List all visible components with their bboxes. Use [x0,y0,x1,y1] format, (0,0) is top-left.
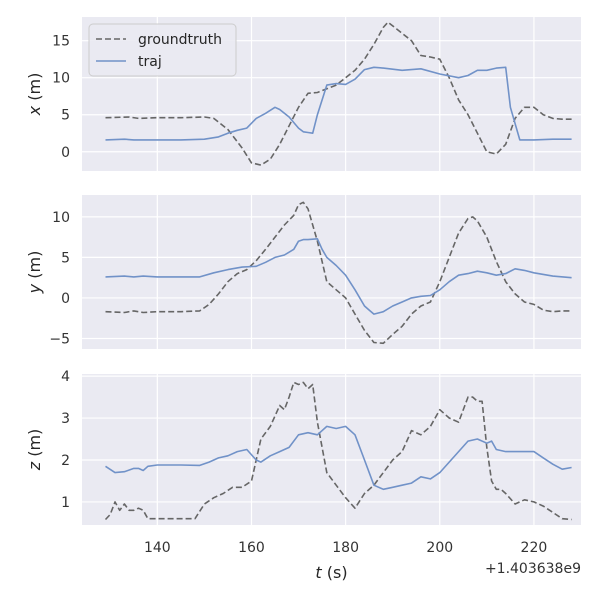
legend: groundtruth traj [88,23,237,77]
y-tick-label: −5 [49,331,70,347]
y-tick-label: 2 [61,453,70,469]
y-tick-label: 3 [61,411,70,427]
y-tick-label: 0 [61,145,70,161]
x-axis-label: t (s) [315,563,347,582]
y-tick-label: 0 [61,291,70,307]
x-tick-label: 160 [238,540,265,556]
x-offset-label: +1.403638e9 [485,561,581,577]
y-tick-label: 1 [61,495,70,511]
x-tick-label: 220 [521,540,548,556]
panel-y: −5 0 5 10 [49,195,581,349]
series-line-groundtruth [104,381,572,521]
panel-x: 0 5 10 15 [52,17,581,171]
panel-z: 1 2 3 4 [61,369,581,525]
y-tick-label: 10 [52,210,70,226]
legend-label-traj: traj [138,54,162,70]
x-tick-label: 140 [144,540,171,556]
y-tick-label: 5 [61,108,70,124]
y-axis-label: y (m) [25,251,44,295]
x-tick-label: 200 [426,540,453,556]
y-tick-label: 5 [61,250,70,266]
series-line-traj [105,425,572,491]
y-tick-label: 4 [61,369,70,385]
y-tick-label: 15 [52,34,70,50]
legend-box [88,23,237,77]
y-tick-label: 10 [52,71,70,87]
legend-label-groundtruth: groundtruth [138,32,222,48]
y-axis-label: x (m) [25,73,44,117]
y-axis-label: z (m) [25,429,44,472]
series-line-groundtruth [105,201,572,345]
series-line-traj [105,238,572,315]
x-tick-label: 180 [332,540,359,556]
plot-background [82,195,581,349]
series-line-traj [105,66,572,141]
